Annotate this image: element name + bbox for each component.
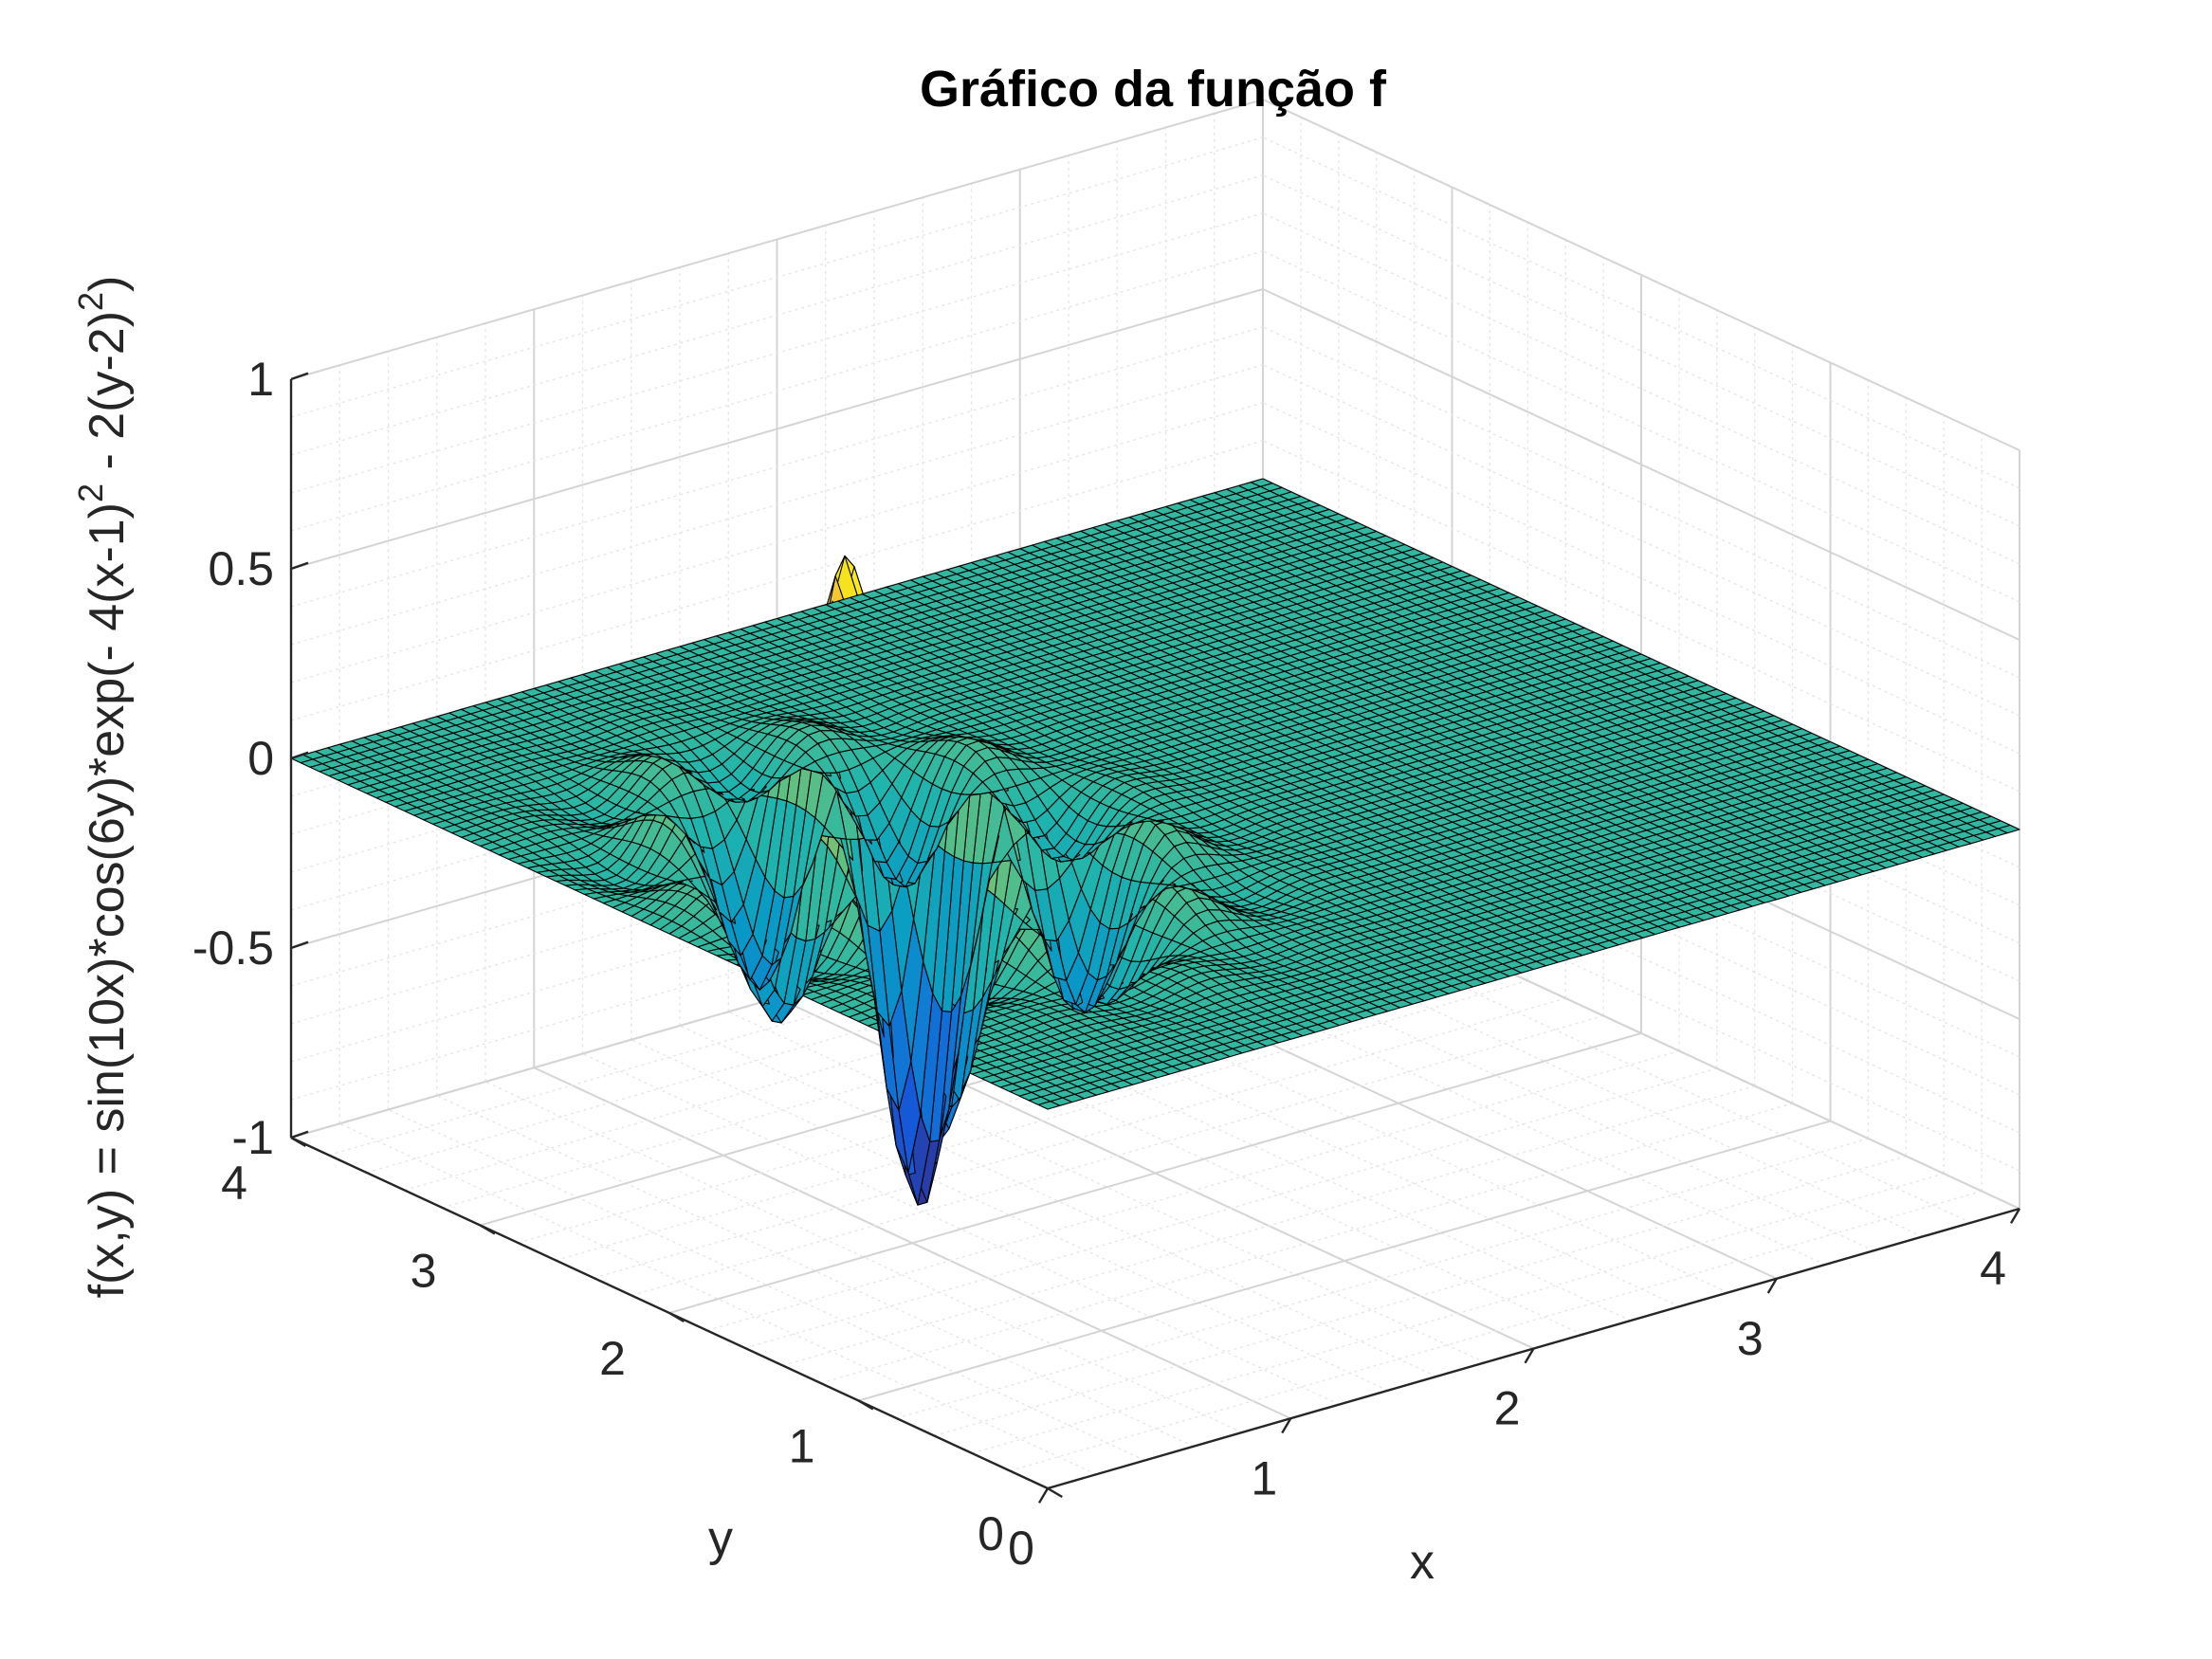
floor-grid-y [934,1155,1907,1437]
wall-y-grid-z [290,99,1264,380]
floor-grid-y [782,1085,1755,1367]
wall-y-grid-z [290,364,1264,646]
floor-grid-y [744,1067,1717,1349]
surface-layer [290,478,2020,1206]
floor-grid-y [820,1103,1793,1384]
floor-grid-y [896,1138,1869,1419]
wall-y-grid-z [290,326,1264,608]
floor-grid-y [631,1014,1604,1297]
floor-grid-y [706,1049,1680,1332]
floor-grid-y [518,962,1490,1244]
floor-grid-y [366,892,1339,1174]
floor-grid-y [668,1032,1642,1314]
floor-grid-y [594,997,1566,1279]
floor-grid-y [328,874,1302,1157]
floor-grid-y [972,1173,1945,1454]
wall-y-grid-z [290,440,1264,721]
floor-grid-y [858,1120,1831,1402]
wall-y-grid-z [290,137,1264,418]
floor-grid-y [556,979,1528,1262]
wall-x-grid-z [1262,288,2020,641]
wall-y-grid-z [290,288,1264,570]
wall-x-grid-z [1262,99,2020,451]
wall-y-grid-z [290,250,1264,532]
wall-y-grid-z [290,174,1264,456]
wall-y-grid-z [290,212,1264,494]
floor-grid-y [1009,1190,1983,1472]
wall-y-grid-z [290,402,1264,684]
